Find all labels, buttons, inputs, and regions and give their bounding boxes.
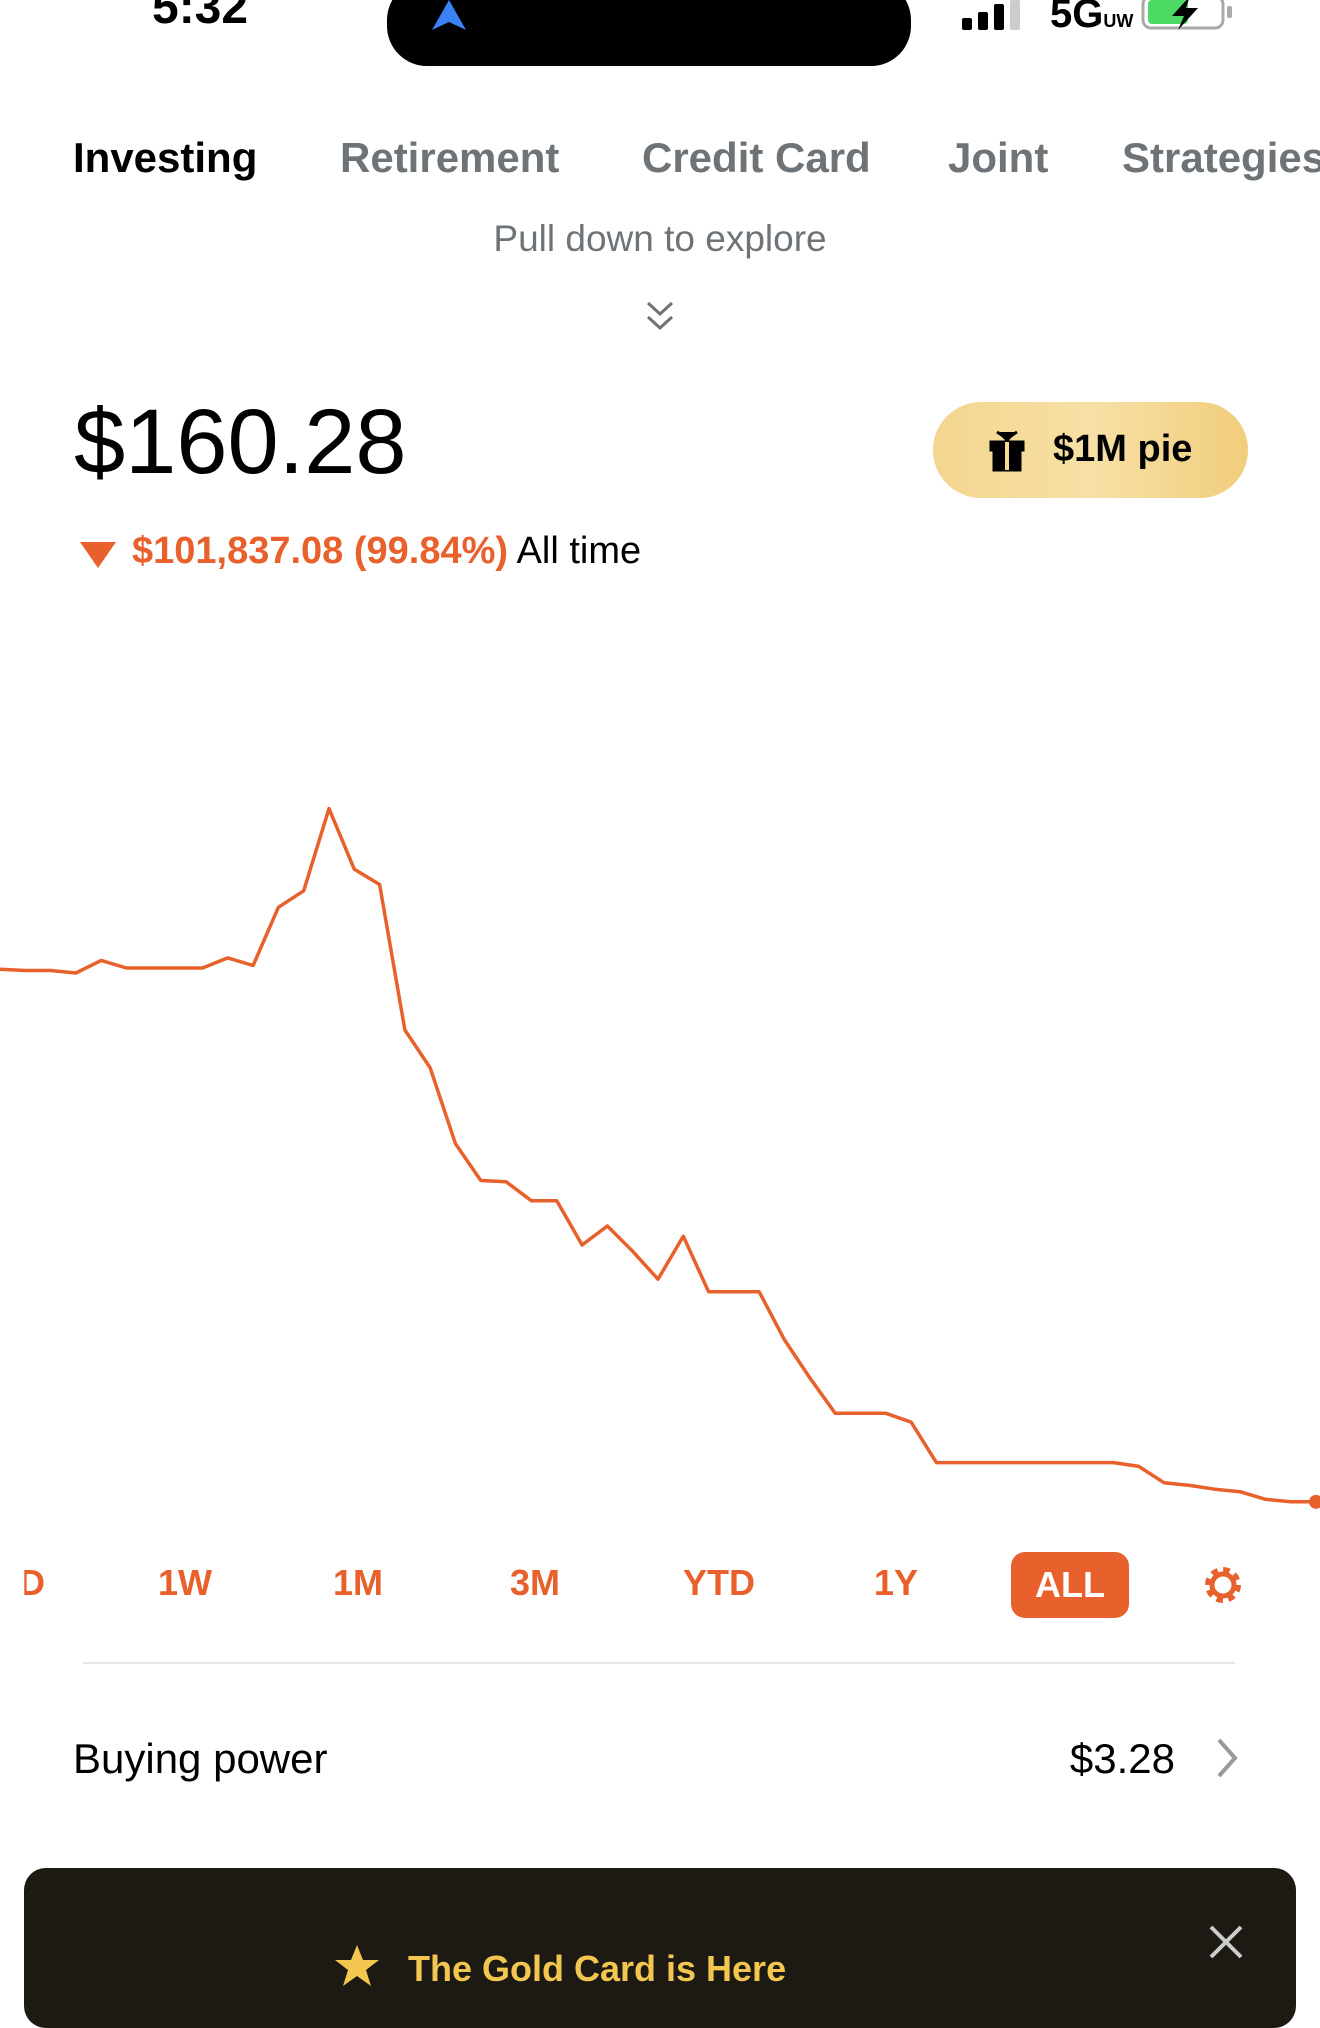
battery-icon [1141, 0, 1232, 30]
change: $101,837.08 (99.84%) [132, 530, 509, 572]
gift-icon [989, 430, 1025, 472]
promo-label: $1M pie [1053, 428, 1193, 470]
range-button[interactable]: 1M [332, 1562, 384, 1603]
network-label: 5G [1050, 0, 1104, 36]
balance: $160.28 [74, 391, 407, 493]
close-icon[interactable] [1208, 1924, 1244, 1960]
pull-hint: Pull down to explore [493, 218, 827, 259]
signal-icon [962, 0, 1020, 30]
chart [0, 806, 1320, 1509]
tab[interactable]: Credit Card [642, 134, 871, 181]
down-triangle [80, 542, 116, 568]
range-button[interactable]: YTD [683, 1562, 755, 1603]
range-button[interactable]: ALL [1011, 1552, 1129, 1618]
change-period: All time [516, 530, 642, 572]
banner-title: The Gold Card is Here [408, 1948, 787, 1989]
gold-card-banner[interactable]: The Gold Card is Here [24, 1868, 1296, 2028]
tab[interactable]: Joint [948, 134, 1049, 181]
range-button[interactable]: 1Y [873, 1562, 919, 1603]
range-button[interactable]: 3M [509, 1562, 561, 1603]
divider [83, 1662, 1235, 1664]
tab[interactable]: Strategies [1122, 134, 1320, 181]
status-time: 5:32 [152, 0, 249, 34]
change-row: $101,837.08 (99.84%) All time [132, 530, 641, 573]
chevron-down-icon [646, 301, 674, 331]
end-dot [1309, 1494, 1320, 1509]
dynamic-island [387, 0, 911, 66]
buying-power-label: Buying power [73, 1735, 328, 1782]
location-icon [432, 0, 466, 30]
buying-power-value[interactable]: $3.28 [1069, 1735, 1175, 1782]
tab[interactable]: Investing [73, 134, 258, 181]
settings-icon[interactable] [1200, 1562, 1246, 1608]
range-button[interactable]: 1D [0, 1562, 46, 1603]
promo-button[interactable]: $1M pie [933, 402, 1248, 498]
chevron-right-icon [1217, 1738, 1238, 1778]
range-button[interactable]: 1W [158, 1562, 212, 1603]
price-line [0, 806, 1316, 1504]
star-icon [335, 1945, 379, 1986]
tab[interactable]: Retirement [340, 134, 560, 181]
